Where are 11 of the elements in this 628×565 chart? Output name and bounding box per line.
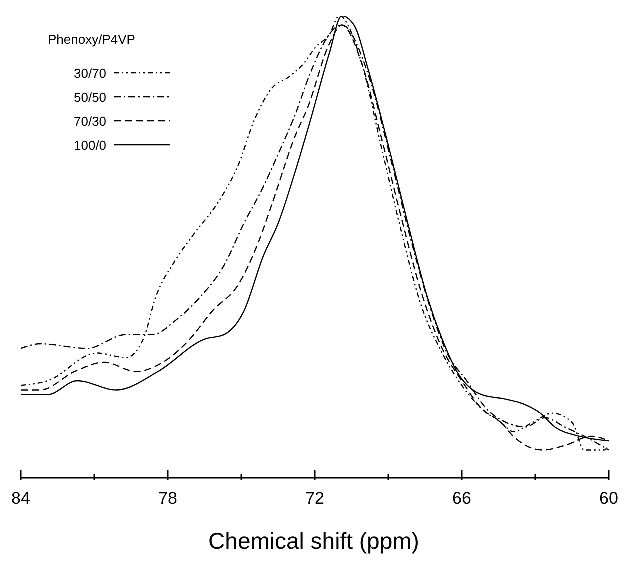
legend-label: 70/30 bbox=[74, 114, 108, 128]
legend-label: 50/50 bbox=[74, 90, 108, 104]
x-tick-label: 84 bbox=[12, 489, 30, 508]
x-axis-title: Chemical shift (ppm) bbox=[208, 528, 420, 555]
legend-label: 30/70 bbox=[74, 66, 108, 80]
legend-label: 100/0 bbox=[74, 138, 108, 152]
legend-title: Phenoxy/P4VP bbox=[48, 32, 136, 47]
x-tick-label: 78 bbox=[158, 489, 178, 508]
x-tick-label: 66 bbox=[452, 489, 472, 508]
x-tick-label: 60 bbox=[600, 489, 618, 508]
x-tick-label: 72 bbox=[306, 489, 324, 508]
